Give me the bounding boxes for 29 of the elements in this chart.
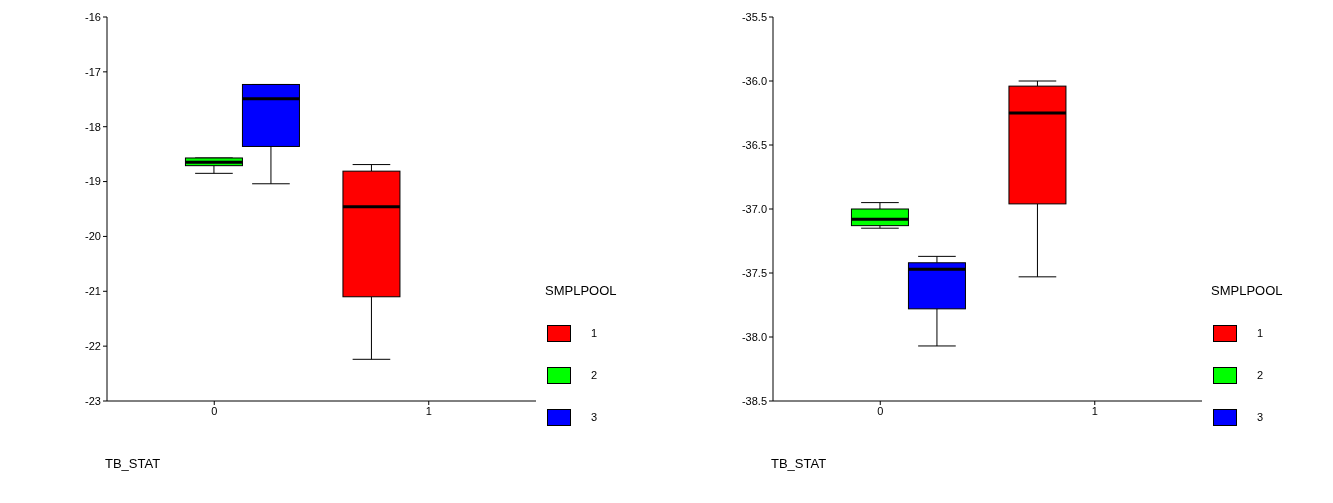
legend-label: 1	[1257, 327, 1264, 339]
y-tick-label: -38.5	[741, 394, 767, 407]
legend-label: 1	[591, 327, 598, 339]
legend-label: 2	[591, 369, 598, 381]
x-tick-label: 1	[1091, 404, 1098, 417]
y-tick-label: -18	[85, 120, 101, 133]
x-tick-label: 1	[425, 404, 432, 417]
legend-title: SMPLPOOL	[1211, 283, 1283, 298]
legend-label: 3	[1257, 411, 1264, 423]
y-tick-label: -22	[85, 340, 101, 353]
y-tick-label: -38.0	[741, 330, 767, 343]
x-tick-label: 0	[877, 404, 884, 417]
y-tick-label: -37.5	[741, 266, 767, 279]
y-tick-label: -19	[85, 175, 101, 188]
y-tick-label: -35.5	[741, 10, 767, 23]
y-tick-label: -36.5	[741, 138, 767, 151]
x-axis-title: TB_STAT	[105, 456, 161, 471]
legend-title: SMPLPOOL	[545, 283, 617, 298]
legend-label: 3	[591, 411, 598, 423]
x-axis-title: TB_STAT	[771, 456, 827, 471]
y-tick-label: -16	[85, 10, 101, 23]
y-tick-label: -23	[85, 394, 101, 407]
y-tick-label: -20	[85, 230, 101, 243]
y-tick-label: -17	[85, 65, 101, 78]
y-tick-label: -21	[85, 285, 101, 298]
y-tick-label: -36.0	[741, 74, 767, 87]
y-tick-label: -37.0	[741, 202, 767, 215]
legend-label: 2	[1257, 369, 1264, 381]
x-tick-label: 0	[211, 404, 218, 417]
